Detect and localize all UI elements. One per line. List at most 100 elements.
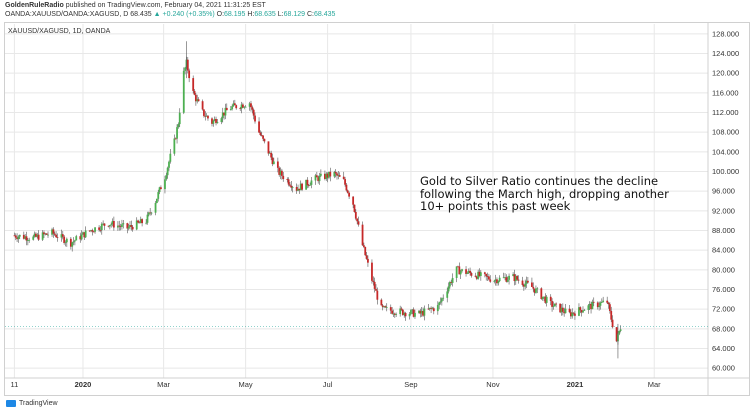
- candle-body: [305, 179, 307, 190]
- candle-body: [177, 124, 180, 128]
- candle-body: [525, 280, 528, 284]
- candle-body: [485, 273, 488, 277]
- candle-body: [117, 225, 119, 228]
- candle-body: [384, 306, 387, 308]
- candle-body: [18, 234, 21, 237]
- candle-body: [611, 319, 614, 328]
- candle-body: [449, 282, 451, 287]
- candle-body: [298, 188, 301, 191]
- candle-body: [336, 173, 338, 176]
- candle-body: [442, 297, 445, 299]
- candle-body: [552, 306, 555, 308]
- candle-body: [69, 238, 72, 247]
- candle-body: [618, 330, 621, 334]
- candle-body: [90, 230, 92, 231]
- candle-body: [582, 310, 584, 313]
- close-label: C:: [306, 11, 314, 18]
- candle-body: [37, 234, 40, 240]
- candle-body: [524, 283, 527, 287]
- candle-body: [403, 312, 406, 315]
- candle-body: [362, 245, 365, 247]
- candle-body: [92, 231, 95, 233]
- candle-body: [165, 175, 168, 180]
- candle-body: [235, 105, 238, 109]
- candle-body: [458, 266, 461, 275]
- candle-body: [329, 171, 332, 177]
- symbol-label: OANDA:XAUUSD/OANDA:XAGUSD, D: [5, 11, 129, 18]
- candle-body: [545, 296, 548, 303]
- candle-body: [61, 234, 64, 237]
- tradingview-logo-icon[interactable]: [6, 400, 16, 407]
- candle-body: [579, 307, 582, 311]
- candle-body: [271, 157, 274, 165]
- chart-panel[interactable]: [4, 22, 750, 396]
- candle-body: [26, 240, 29, 241]
- candle-body: [338, 175, 341, 177]
- author-name[interactable]: GoldenRuleRadio: [5, 2, 64, 9]
- candle-body: [353, 204, 356, 212]
- candle-body: [430, 307, 433, 309]
- candle-body: [212, 120, 215, 124]
- footer: TradingView: [6, 400, 58, 407]
- candle-body: [43, 232, 45, 235]
- candle-body: [560, 307, 563, 313]
- candle-body: [420, 310, 423, 314]
- candle-body: [314, 175, 317, 181]
- candle-body: [24, 236, 27, 239]
- candle-body: [380, 299, 383, 306]
- candle-body: [619, 329, 622, 331]
- candle-body: [224, 107, 227, 116]
- candle-body: [606, 300, 609, 303]
- candle-body: [41, 232, 44, 240]
- candle-body: [99, 229, 102, 231]
- candle-body: [278, 167, 281, 175]
- candle-body: [345, 184, 348, 191]
- candle-body: [45, 233, 48, 235]
- chart-annotation: Gold to Silver Ratio continues the decli…: [420, 175, 669, 213]
- candle-body: [157, 192, 160, 199]
- footer-brand[interactable]: TradingView: [19, 400, 58, 407]
- candle-body: [60, 234, 63, 238]
- candle-body: [291, 187, 294, 188]
- candle-body: [457, 266, 459, 268]
- candle-body: [139, 219, 142, 224]
- candle-body: [488, 276, 490, 280]
- candle-body: [71, 242, 74, 247]
- candle-body: [354, 211, 357, 219]
- candle-body: [154, 202, 157, 213]
- candle-body: [325, 173, 328, 179]
- low-value: 68.129: [283, 11, 306, 18]
- candle-body: [486, 276, 489, 277]
- y-tick-label: 96.000: [712, 187, 735, 196]
- candle-body: [477, 271, 480, 279]
- publish-line: GoldenRuleRadio published on TradingView…: [5, 2, 266, 9]
- candle-body: [100, 223, 103, 231]
- candle-body: [392, 313, 395, 315]
- candle-body: [196, 99, 199, 102]
- candle-body: [290, 185, 293, 188]
- candle-body: [192, 78, 195, 91]
- candle-body: [231, 106, 234, 110]
- candle-body: [252, 109, 255, 116]
- candle-body: [207, 115, 209, 119]
- candle-body: [173, 138, 176, 154]
- candle-body: [356, 218, 359, 222]
- candle-body: [248, 103, 251, 107]
- candle-body: [197, 99, 200, 102]
- candle-body: [145, 222, 148, 224]
- candle-body: [186, 59, 189, 71]
- candle-body: [446, 291, 449, 298]
- y-tick-label: 88.000: [712, 226, 735, 235]
- candle-body: [251, 107, 254, 110]
- candle-body: [203, 109, 205, 116]
- candle-body: [112, 220, 115, 228]
- x-tick-label: 2020: [75, 380, 92, 389]
- candle-body: [16, 237, 18, 240]
- candle-body: [404, 312, 407, 317]
- candle-body: [346, 190, 349, 193]
- candle-body: [137, 220, 139, 223]
- candle-body: [233, 103, 236, 106]
- y-tick-label: 60.000: [712, 364, 735, 373]
- candle-body: [188, 70, 191, 79]
